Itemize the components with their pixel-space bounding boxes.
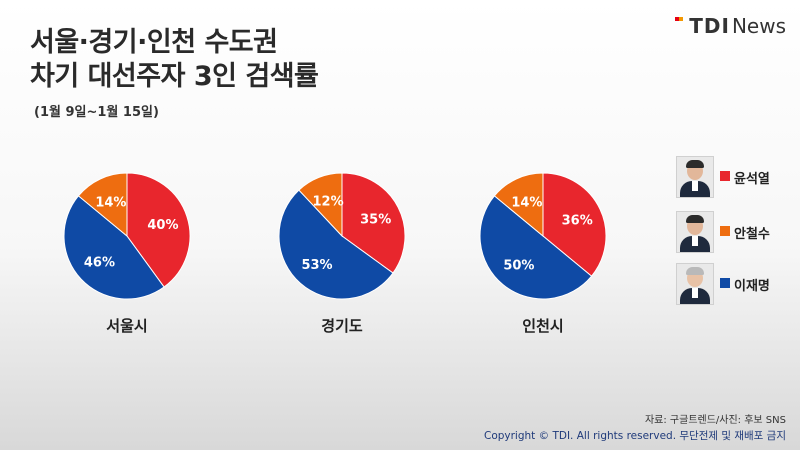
pie-value-incheon-ahn: 14% [511,195,542,210]
pie-slice-incheon-ahn [493,172,544,238]
legend-item-ahn: 안철수 [676,211,796,253]
tdi-news-logo: TDI News [675,14,786,38]
pie-value-seoul-ahn: 14% [95,195,126,210]
pie-slice-incheon-lee [479,195,593,300]
legend-item-lee: 이재명 [676,263,796,305]
logo-mark-icon [675,15,685,37]
date-range-subtitle: (1월 9일~1월 15일) [34,105,159,120]
pie-value-seoul-yoon: 40% [147,218,178,233]
pie-slice-gyeonggi-ahn [298,172,343,238]
copyright-note: Copyright © TDI. All rights reserved. 무단… [483,430,786,442]
legend-swatch-lee [720,278,730,288]
pie-label-incheon: 인천시 [522,317,564,335]
pie-label-gyeonggi: 경기도 [321,317,363,335]
pie-value-incheon-lee: 50% [503,259,534,274]
pie-gyeonggi: 35% 53% 12% [278,172,406,300]
pie-value-incheon-yoon: 36% [562,213,593,228]
photo-lee-icon [676,263,714,305]
pie-slice-seoul-lee [63,195,165,300]
title-line-1: 서울·경기·인천 수도권 [30,27,278,58]
title-line-2: 차기 대선주자 3인 검색률 [30,61,319,92]
pie-slice-gyeonggi-yoon [341,172,406,274]
pie-label-seoul: 서울시 [106,317,148,335]
legend-swatch-ahn [720,226,730,236]
chart-title: 서울·경기·인천 수도권 차기 대선주자 3인 검색률 [30,26,319,94]
pie-value-gyeonggi-lee: 53% [301,258,332,273]
logo-brand: TDI [689,14,730,38]
pie-slice-incheon-yoon [542,172,607,277]
pie-value-seoul-lee: 46% [84,255,115,270]
pie-incheon: 36% 50% 14% [479,172,607,300]
legend-label-yoon: 윤석열 [734,172,770,187]
legend-swatch-yoon [720,171,730,181]
logo-suffix: News [731,14,786,38]
legend-label-lee: 이재명 [734,279,770,294]
photo-ahn-icon [676,211,714,253]
pie-slice-seoul-ahn [77,172,128,238]
photo-yoon-icon [676,156,714,198]
pie-slice-gyeonggi-lee [278,189,394,300]
pie-seoul: 40% 46% 14% [63,172,191,300]
pie-slice-seoul-yoon [126,172,191,288]
pie-value-gyeonggi-ahn: 12% [313,194,344,209]
source-note: 자료: 구글트렌드/사진: 후보 SNS [644,415,786,426]
legend-label-ahn: 안철수 [734,227,770,242]
legend-item-yoon: 윤석열 [676,156,796,198]
pie-value-gyeonggi-yoon: 35% [360,212,391,227]
